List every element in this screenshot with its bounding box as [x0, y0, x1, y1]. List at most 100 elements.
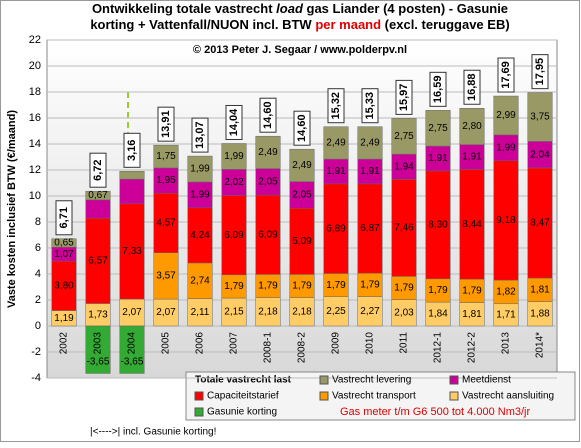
value-label: 2,49 [326, 138, 346, 149]
bar-segment [85, 199, 111, 219]
copyright: © 2013 Peter J. Segaar / www.polderpv.nl [193, 44, 407, 56]
bar-segment [289, 181, 315, 209]
y-tick-label: 14 [29, 138, 41, 150]
y-tick-label: 4 [35, 268, 41, 280]
value-label: 2,75 [394, 131, 414, 142]
bar-segment [323, 158, 349, 185]
value-label: 2,05 [292, 190, 312, 201]
value-label: 6,87 [360, 223, 380, 234]
value-label: 1,79 [224, 281, 244, 292]
total-label: 13,07 [194, 121, 206, 149]
bottom-note: |<---->| incl. Gasunie korting! [90, 427, 216, 438]
total-label: 13,91 [160, 110, 172, 138]
legend-swatch [194, 407, 204, 417]
value-label: 3,80 [54, 280, 74, 291]
legend-swatch [319, 375, 329, 385]
bar-segment [527, 167, 553, 279]
bar-segment [85, 325, 111, 374]
bar-segment [289, 297, 315, 327]
total-label: 15,32 [330, 92, 342, 120]
bar-segment [391, 153, 417, 180]
value-label: 2,80 [462, 121, 482, 132]
x-tick-label: 2006 [195, 332, 206, 355]
total-label: 17,69 [500, 61, 512, 89]
total-label: 16,59 [432, 76, 444, 104]
x-tick-label: 2005 [161, 332, 172, 355]
total-box [191, 117, 209, 153]
total-box [157, 106, 175, 142]
value-label: 1,81 [462, 309, 482, 320]
value-label: 1,91 [360, 166, 380, 177]
value-label: 1,07 [54, 249, 74, 260]
value-label: -3,65 [87, 356, 110, 367]
bar-segment [153, 298, 179, 327]
value-label: 1,19 [54, 313, 74, 324]
bar-segment [187, 155, 213, 183]
total-box [89, 152, 107, 188]
legend-label: Vastrecht levering [332, 375, 411, 386]
bar-segment [425, 145, 451, 172]
bar-segment [255, 135, 281, 169]
value-label: 1,91 [428, 153, 448, 164]
bar-segment [289, 148, 315, 182]
value-label: 1,81 [530, 284, 550, 295]
value-label: 6,09 [224, 230, 244, 241]
x-tick-label: 2013 [501, 332, 512, 355]
value-label: 1,99 [224, 151, 244, 162]
value-label: 2,27 [360, 306, 380, 317]
value-label: 8,44 [462, 219, 482, 230]
total-label: 15,33 [364, 92, 376, 120]
bar-segment [187, 181, 213, 209]
value-label: 1,75 [156, 151, 176, 162]
bar-segment [357, 126, 383, 160]
legend-swatch [319, 391, 329, 401]
value-label: 1,91 [462, 152, 482, 163]
legend-label: Gasunie korting [207, 407, 277, 418]
value-label: 2,49 [360, 138, 380, 149]
value-label: 4,24 [190, 230, 210, 241]
value-label: 0,65 [54, 238, 74, 249]
value-label: 4,57 [156, 218, 176, 229]
legend-swatch [194, 391, 204, 401]
value-label: 1,71 [496, 310, 516, 321]
bar-segment [391, 299, 417, 327]
bar-segment [153, 144, 179, 169]
value-label: 1,79 [360, 279, 380, 290]
bar-segment [119, 203, 145, 300]
value-label: 6,57 [88, 255, 108, 266]
total-box [123, 132, 141, 168]
bar-segment [119, 171, 145, 180]
value-label: 1,94 [394, 161, 414, 172]
value-label: 1,73 [88, 309, 108, 320]
bar-segment [527, 92, 553, 142]
bar-segment [255, 168, 281, 196]
value-label: 2,18 [292, 306, 312, 317]
bar-segment [357, 296, 383, 327]
x-tick-label: 2003 [93, 332, 104, 355]
total-box [327, 88, 345, 124]
value-label: 0,67 [88, 190, 108, 201]
value-label: 2,07 [122, 307, 142, 318]
bar-segment [357, 183, 383, 274]
x-tick-label: 2009 [331, 332, 342, 355]
value-label: 1,79 [292, 281, 312, 292]
x-tick-label: 2012-1 [433, 332, 444, 364]
legend-label: Vastrecht aansluiting [462, 391, 554, 402]
title-line: Ontwikkeling totale vastrecht load gas L… [92, 1, 508, 16]
value-label: 8,30 [428, 220, 448, 231]
total-label: 6,72 [92, 159, 104, 180]
bar-segment [289, 207, 315, 275]
value-label: 1,79 [258, 281, 278, 292]
bar-segment [493, 160, 519, 281]
value-label: 2,04 [530, 149, 550, 160]
x-tick-label: 2002 [59, 332, 70, 355]
value-label: 9,18 [496, 215, 516, 226]
total-label: 17,95 [534, 58, 546, 86]
bar-segment [51, 238, 77, 248]
value-label: 6,89 [326, 223, 346, 234]
bar-segment [221, 195, 247, 276]
y-tick-label: 22 [29, 34, 41, 46]
bar-segment [391, 118, 417, 155]
y-tick-label: -4 [31, 372, 41, 384]
total-box [463, 69, 481, 105]
